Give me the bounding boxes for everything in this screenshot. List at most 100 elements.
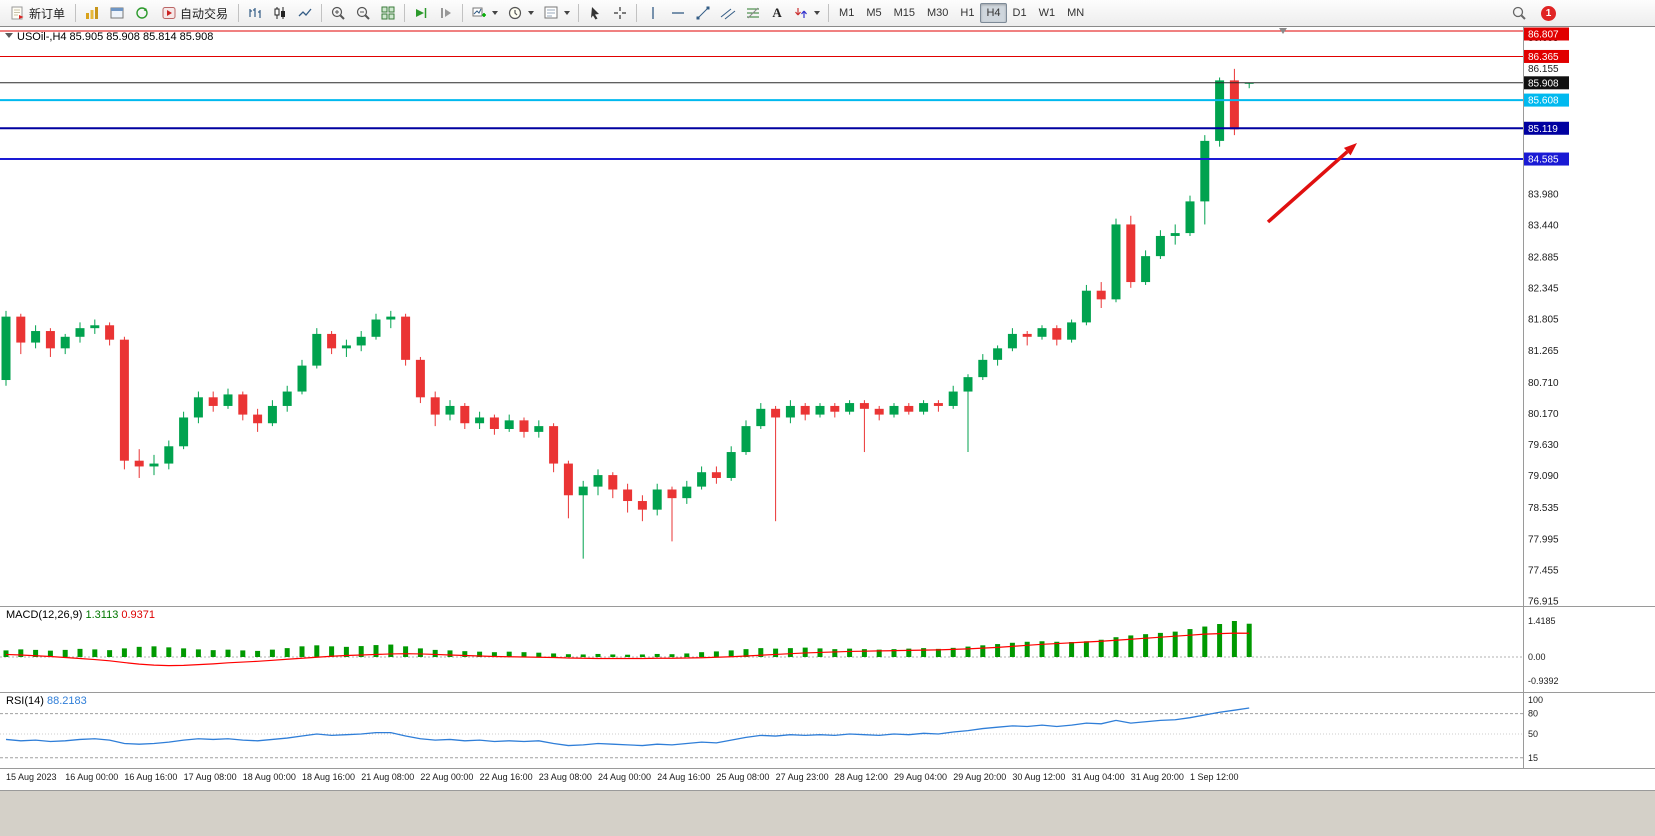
search-button[interactable] <box>1507 2 1531 24</box>
svg-text:84.585: 84.585 <box>1528 155 1559 166</box>
timeframe-W1[interactable]: W1 <box>1038 7 1056 19</box>
text-tool-button[interactable]: A <box>766 2 788 24</box>
channel-button[interactable] <box>716 2 740 24</box>
autotrading-button[interactable]: 自动交易 <box>155 2 234 24</box>
time-axis[interactable]: 15 Aug 2023 16 Aug 00:00 16 Aug 16:00 17 Au… <box>6 772 1239 782</box>
time-axis-label: 24 Aug 00:00 <box>598 772 651 782</box>
autotrading-icon <box>162 7 176 19</box>
periods-button[interactable] <box>503 2 538 24</box>
svg-text:82.885: 82.885 <box>1528 252 1559 263</box>
vertical-line-button[interactable] <box>641 2 665 24</box>
line-chart-icon <box>298 8 312 17</box>
time-axis-label: 22 Aug 00:00 <box>420 772 473 782</box>
time-axis-label: 16 Aug 00:00 <box>65 772 118 782</box>
clock-icon <box>508 6 522 20</box>
timeframe-M1[interactable]: M1 <box>839 7 855 19</box>
svg-text:100: 100 <box>1528 695 1543 705</box>
candles-chart-button[interactable] <box>268 2 292 24</box>
timeframe-H4[interactable]: H4 <box>980 3 1007 23</box>
svg-text:82.345: 82.345 <box>1528 284 1559 295</box>
tile-windows-icon <box>381 6 395 20</box>
time-axis-label: 1 Sep 12:00 <box>1190 772 1239 782</box>
chart-window-button[interactable] <box>105 2 129 24</box>
price-lines: 86.807 86.365 85.908 85.608 85.119 84.585 <box>0 27 1569 166</box>
time-axis-label: 28 Aug 12:00 <box>835 772 888 782</box>
templates-button[interactable] <box>539 2 574 24</box>
refresh-icon <box>136 7 148 19</box>
svg-text:81.805: 81.805 <box>1528 315 1559 326</box>
svg-text:15: 15 <box>1528 753 1538 763</box>
time-axis-label: 21 Aug 08:00 <box>361 772 414 782</box>
market-watch-button[interactable] <box>80 2 104 24</box>
chart-shift-button[interactable] <box>434 2 458 24</box>
tile-windows-button[interactable] <box>376 2 400 24</box>
one-click-trading-toggle[interactable] <box>5 33 13 38</box>
market-watch-icon <box>86 7 99 19</box>
autotrading-label: 自动交易 <box>180 6 229 21</box>
notification-badge[interactable]: 1 <box>1541 5 1556 21</box>
chart-shift-icon <box>441 8 452 18</box>
horizontal-line-icon <box>672 12 685 14</box>
svg-text:76.915: 76.915 <box>1528 597 1559 608</box>
refresh-button[interactable] <box>130 2 154 24</box>
chart-canvas[interactable]: 86.69586.15583.98083.44082.88582.34581.8… <box>0 27 1655 790</box>
rsi-label: RSI(14) 88.2183 <box>6 695 87 707</box>
price-axis[interactable]: 86.69586.15583.98083.44082.88582.34581.8… <box>1528 33 1559 608</box>
time-axis-label: 30 Aug 12:00 <box>1012 772 1065 782</box>
cursor-button[interactable] <box>583 2 607 24</box>
chart-shift-marker[interactable] <box>1279 28 1287 34</box>
separator <box>828 4 830 22</box>
zoom-out-button[interactable] <box>351 2 375 24</box>
trend-arrow[interactable] <box>1266 150 1349 224</box>
bars-chart-button[interactable] <box>243 2 267 24</box>
trend-arrow-head <box>1343 143 1357 156</box>
svg-text:1.4185: 1.4185 <box>1528 616 1556 626</box>
time-axis-label: 23 Aug 08:00 <box>539 772 592 782</box>
svg-text:80.710: 80.710 <box>1528 378 1559 389</box>
fibonacci-icon <box>747 7 760 19</box>
text-tool-icon: A <box>772 5 782 20</box>
arrows-tool-button[interactable] <box>789 2 824 24</box>
price-tag-85.119 <box>1524 121 1569 135</box>
new-order-label: 新订单 <box>29 6 66 21</box>
bar-chart-icon <box>249 8 261 18</box>
vertical-line-icon <box>652 7 654 19</box>
timeframe-M30[interactable]: M30 <box>927 7 949 19</box>
timeframe-MN[interactable]: MN <box>1067 7 1085 19</box>
separator <box>462 4 464 22</box>
timeframe-H1[interactable]: H1 <box>960 7 975 19</box>
price-tag-86.807 <box>1524 27 1569 41</box>
svg-text:86.365: 86.365 <box>1528 52 1559 63</box>
zoom-in-button[interactable] <box>326 2 350 24</box>
auto-scroll-icon <box>416 8 427 18</box>
new-chart-button[interactable] <box>467 2 502 24</box>
trendline-button[interactable] <box>691 2 715 24</box>
horizontal-line-button[interactable] <box>666 2 690 24</box>
candlestick-chart-icon <box>274 7 286 19</box>
price-tag-86.365 <box>1524 49 1569 63</box>
svg-text:86.807: 86.807 <box>1528 30 1559 41</box>
fibonacci-button[interactable] <box>741 2 765 24</box>
chart-title: USOil-,H4 85.905 85.908 85.814 85.908 <box>17 31 213 43</box>
arrows-tool-icon <box>795 8 807 18</box>
timeframe-M15[interactable]: M15 <box>893 7 915 19</box>
time-axis-label: 27 Aug 23:00 <box>776 772 829 782</box>
crosshair-button[interactable] <box>608 2 632 24</box>
new-order-icon <box>11 6 24 20</box>
separator <box>75 4 77 22</box>
svg-text:77.455: 77.455 <box>1528 565 1559 576</box>
auto-scroll-button[interactable] <box>409 2 433 24</box>
new-order-button[interactable]: 新订单 <box>4 2 71 24</box>
zoom-in-icon <box>331 6 345 20</box>
svg-text:79.630: 79.630 <box>1528 440 1559 451</box>
channel-icon <box>720 8 736 20</box>
dropdown-caret <box>814 11 821 15</box>
svg-text:78.535: 78.535 <box>1528 503 1559 514</box>
timeframe-M5[interactable]: M5 <box>866 7 882 19</box>
toolbar-right: 1 <box>1507 2 1556 24</box>
line-chart-button[interactable] <box>293 2 317 24</box>
price-tag-84.585 <box>1524 152 1569 166</box>
dropdown-caret <box>564 11 571 15</box>
timeframe-D1[interactable]: D1 <box>1012 7 1027 19</box>
macd-signal-line <box>5 632 1250 667</box>
